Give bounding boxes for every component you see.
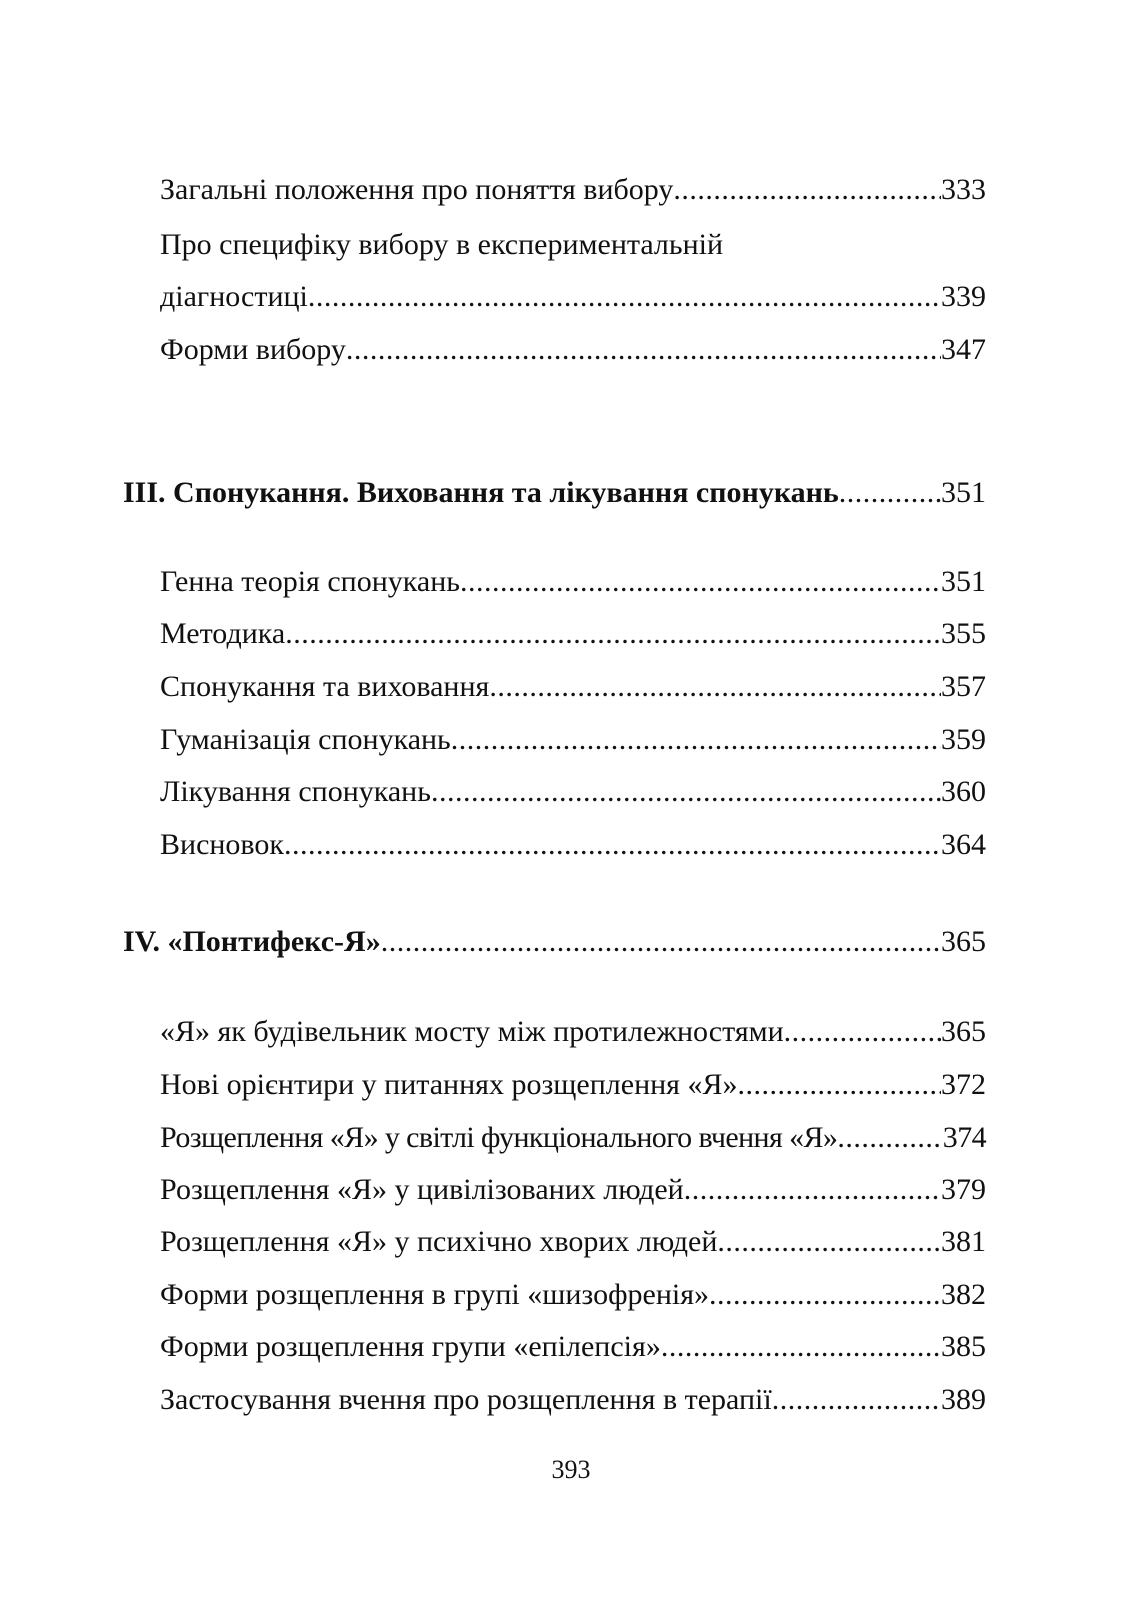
entry-title: Застосування вчення про розщеплення в те… bbox=[160, 1383, 772, 1416]
toc-entry: «Я» як будівельник мосту між протилежнос… bbox=[160, 1012, 986, 1052]
toc-entry: Розщеплення «Я» у цивілізованих людей 379 bbox=[160, 1170, 986, 1210]
dot-leader bbox=[717, 1222, 941, 1262]
entry-title: IV. «Понтифекс-Я» bbox=[123, 925, 381, 958]
entry-title: діагностиці bbox=[160, 280, 308, 313]
entry-page: 347 bbox=[941, 333, 986, 366]
dot-leader bbox=[489, 667, 941, 707]
toc-entry: Лікування спонукань 360 bbox=[160, 772, 986, 812]
toc-section-heading: ІІІ. Спонукання. Виховання та лікування … bbox=[123, 473, 986, 513]
toc-entry: Розщеплення «Я» у світлі функціонального… bbox=[160, 1118, 987, 1158]
entry-title: Висновок bbox=[160, 828, 284, 861]
toc-entry: Загальні положення про поняття вибору 333 bbox=[160, 170, 986, 210]
entry-title: Загальні положення про поняття вибору bbox=[160, 173, 674, 206]
toc-entry: Розщеплення «Я» у психічно хворих людей 3… bbox=[160, 1222, 986, 1262]
entry-title: Лікування спонукань bbox=[160, 775, 431, 808]
entry-title: Методика bbox=[160, 617, 286, 650]
dot-leader bbox=[308, 277, 941, 317]
toc-entry: Форми вибору 347 bbox=[160, 330, 986, 370]
page-number: 393 bbox=[551, 1455, 591, 1484]
toc-entry: Гуманізація спонукань 359 bbox=[160, 720, 986, 760]
entry-page: 365 bbox=[941, 1015, 986, 1048]
entry-title: Форми розщеплення в групі «шизофренія» bbox=[160, 1278, 710, 1311]
entry-page: 359 bbox=[941, 723, 986, 756]
entry-page: 389 bbox=[941, 1383, 986, 1416]
entry-title: ІІІ. Спонукання. Виховання та лікування … bbox=[123, 476, 839, 509]
toc-entry: Застосування вчення про розщеплення в те… bbox=[160, 1380, 986, 1420]
toc-entry: Нові орієнтири у питаннях розщеплення «Я… bbox=[160, 1065, 986, 1105]
dot-leader bbox=[661, 1327, 941, 1367]
entry-title: Форми вибору bbox=[160, 333, 346, 366]
toc-entry: Форми розщеплення в групі «шизофренія» 38… bbox=[160, 1275, 986, 1315]
dot-leader bbox=[772, 1380, 941, 1420]
toc-entry: Форми розщеплення групи «епілепсія» 385 bbox=[160, 1327, 986, 1367]
toc-section-heading: IV. «Понтифекс-Я» 365 bbox=[123, 922, 986, 962]
dot-leader bbox=[381, 922, 941, 962]
entry-page: 385 bbox=[941, 1330, 986, 1363]
entry-page: 339 bbox=[941, 280, 986, 313]
entry-title: Генна теорія спонукань bbox=[160, 565, 460, 598]
toc-entry-line: Про специфіку вибору в експериментальній bbox=[160, 228, 724, 261]
entry-title: «Я» як будівельник мосту між протилежнос… bbox=[160, 1015, 784, 1048]
entry-page: 372 bbox=[941, 1068, 986, 1101]
dot-leader bbox=[673, 170, 941, 210]
entry-page: 374 bbox=[942, 1121, 987, 1154]
toc-entry: Генна теорія спонукань 351 bbox=[160, 562, 986, 602]
entry-page: 351 bbox=[941, 476, 986, 509]
entry-title: Гуманізація спонукань bbox=[160, 723, 451, 756]
dot-leader bbox=[684, 1170, 941, 1210]
dot-leader bbox=[460, 562, 941, 602]
dot-leader bbox=[346, 330, 941, 370]
dot-leader bbox=[431, 772, 941, 812]
entry-title: Розщеплення «Я» у цивілізованих людей bbox=[160, 1173, 684, 1206]
entry-page: 382 bbox=[941, 1278, 986, 1311]
toc-entry: Спонукання та виховання 357 bbox=[160, 667, 986, 707]
dot-leader bbox=[738, 1065, 942, 1105]
entry-page: 351 bbox=[941, 565, 986, 598]
toc-entry: діагностиці 339 bbox=[160, 277, 986, 317]
dot-leader bbox=[451, 720, 941, 760]
entry-title: Форми розщеплення групи «епілепсія» bbox=[160, 1330, 661, 1363]
toc-entry: Методика 355 bbox=[160, 614, 986, 654]
dot-leader bbox=[284, 825, 941, 865]
entry-title: Розщеплення «Я» у психічно хворих людей bbox=[160, 1225, 718, 1258]
entry-page: 364 bbox=[941, 828, 986, 861]
entry-title: Нові орієнтири у питаннях розщеплення «Я… bbox=[160, 1068, 738, 1101]
entry-title: Спонукання та виховання bbox=[160, 670, 490, 703]
entry-page: 355 bbox=[941, 617, 986, 650]
dot-leader bbox=[837, 1118, 942, 1158]
entry-page: 379 bbox=[941, 1173, 986, 1206]
dot-leader bbox=[709, 1275, 941, 1315]
toc-entry: Висновок 364 bbox=[160, 825, 986, 865]
entry-page: 365 bbox=[941, 925, 986, 958]
dot-leader bbox=[784, 1012, 941, 1052]
entry-title: Розщеплення «Я» у світлі функціонального… bbox=[160, 1121, 838, 1154]
dot-leader bbox=[285, 614, 941, 654]
dot-leader bbox=[839, 473, 941, 513]
entry-page: 357 bbox=[941, 670, 986, 703]
entry-page: 381 bbox=[941, 1225, 986, 1258]
entry-page: 360 bbox=[941, 775, 986, 808]
entry-page: 333 bbox=[941, 173, 986, 206]
